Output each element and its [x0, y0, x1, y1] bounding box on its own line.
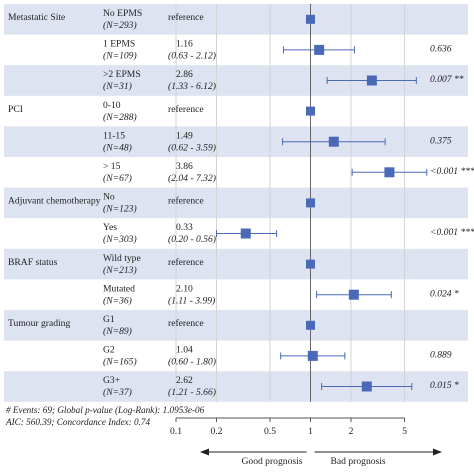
p-value-label: <0.001 *** [430, 227, 474, 238]
p-value-label: 0.889 [430, 350, 452, 361]
estimate-label: 2.10 [176, 283, 193, 294]
p-value-label: 0.007 ** [430, 74, 464, 85]
p-value-label: 0.015 * [430, 380, 459, 391]
level-label: Yes [103, 222, 117, 233]
reference-label: reference [168, 257, 204, 268]
n-label: (N=31) [103, 81, 132, 92]
x-tick-label: 0.5 [264, 426, 276, 437]
row-band [4, 248, 468, 280]
hazard-ratio-marker [240, 228, 251, 239]
right-arrow-head [433, 448, 442, 456]
estimate-marks [215, 14, 428, 392]
reference-marker [306, 320, 315, 330]
estimate-label: 1.04 [176, 345, 193, 356]
hazard-ratio-marker [348, 289, 359, 300]
direction-labels: Good prognosis Bad prognosis [200, 448, 442, 467]
x-axis: 0.1 0.2 0.5 1 2 5 [170, 417, 407, 437]
reference-label: reference [168, 196, 204, 207]
n-label: (N=109) [103, 51, 137, 62]
estimate-label: 1.49 [176, 130, 193, 141]
ci-label: (0.20 - 0.56) [168, 234, 216, 245]
n-label: (N=37) [103, 387, 132, 398]
n-label: (N=293) [103, 20, 137, 31]
ci-label: (1.33 - 6.12) [168, 81, 216, 92]
row-labels: Metastatic Site No EPMS(N=293) reference 1 … [8, 8, 474, 398]
reference-label: reference [168, 12, 204, 23]
row-bands [4, 4, 468, 402]
left-arrow-head [200, 448, 209, 456]
n-label: (N=213) [103, 265, 137, 276]
hazard-ratio-marker [307, 350, 318, 361]
n-label: (N=48) [103, 142, 132, 153]
p-value-label: 0.375 [430, 135, 452, 146]
x-tick-label: 0.2 [210, 426, 222, 437]
n-label: (N=123) [103, 204, 137, 215]
variable-label: Tumour grading [8, 318, 70, 329]
footnote: # Events: 69; Global p-value (Log-Rank):… [5, 405, 205, 427]
reference-label: reference [168, 104, 204, 115]
hazard-ratio-marker [361, 381, 372, 392]
level-label: > 15 [103, 161, 121, 172]
hazard-ratio-marker [314, 44, 325, 55]
x-tick-label: 5 [402, 426, 407, 437]
hazard-ratio-marker [328, 136, 339, 147]
ci-label: (1.11 - 3.99) [168, 295, 215, 306]
level-label: 1 EPMS [103, 39, 135, 50]
reference-marker [306, 259, 315, 269]
ci-label: (1.21 - 5.66) [168, 387, 216, 398]
level-label: G2 [103, 345, 115, 356]
row-band [4, 310, 468, 341]
p-value-label: 0.024 * [430, 288, 459, 299]
estimate-label: 0.33 [176, 222, 193, 233]
variable-label: Metastatic Site [8, 12, 65, 23]
ci-label: (0.60 - 1.80) [168, 357, 216, 368]
ci-label: (0.62 - 3.59) [168, 142, 216, 153]
estimate-label: 3.86 [176, 161, 193, 172]
n-label: (N=288) [103, 112, 137, 123]
p-value-label: <0.001 *** [430, 166, 474, 177]
p-value-label: 0.636 [430, 44, 452, 55]
reference-label: reference [168, 318, 204, 329]
level-label: Mutated [103, 283, 135, 294]
level-label: 0-10 [103, 100, 121, 111]
x-tick-label: 0.1 [170, 426, 182, 437]
footnote-line: AIC: 560.39; Concordance Index: 0.74 [5, 417, 150, 427]
footnote-line: # Events: 69; Global p-value (Log-Rank):… [6, 405, 205, 415]
level-label: No [103, 192, 115, 203]
n-label: (N=89) [103, 326, 132, 337]
hazard-ratio-marker [384, 167, 395, 178]
row-band [4, 126, 468, 157]
level-label: >2 EPMS [103, 69, 141, 80]
good-prognosis-label: Good prognosis [241, 456, 302, 467]
reference-marker [306, 106, 315, 116]
ci-label: (2.04 - 7.32) [168, 173, 216, 184]
x-tick-label: 2 [349, 426, 354, 437]
level-label: Wild type [103, 253, 141, 264]
hazard-ratio-marker [366, 75, 377, 86]
ci-label: (0.63 - 2.12) [168, 51, 216, 62]
variable-label: PCI [8, 104, 23, 115]
reference-marker [306, 14, 315, 24]
reference-marker [306, 198, 315, 208]
n-label: (N=36) [103, 295, 132, 306]
n-label: (N=303) [103, 234, 137, 245]
x-tick-label: 1 [308, 426, 313, 437]
level-label: 11-15 [103, 130, 125, 141]
level-label: G3+ [103, 375, 120, 386]
level-label: No EPMS [103, 8, 142, 19]
estimate-label: 2.62 [176, 375, 193, 386]
estimate-label: 2.86 [176, 69, 193, 80]
row-band [4, 187, 468, 219]
estimate-label: 1.16 [176, 39, 193, 50]
level-label: G1 [103, 314, 115, 325]
variable-label: Adjuvant chemotherapy [8, 196, 101, 207]
row-band [4, 4, 468, 35]
n-label: (N=165) [103, 357, 137, 368]
n-label: (N=67) [103, 173, 132, 184]
variable-label: BRAF status [8, 257, 58, 268]
bad-prognosis-label: Bad prognosis [331, 456, 386, 467]
